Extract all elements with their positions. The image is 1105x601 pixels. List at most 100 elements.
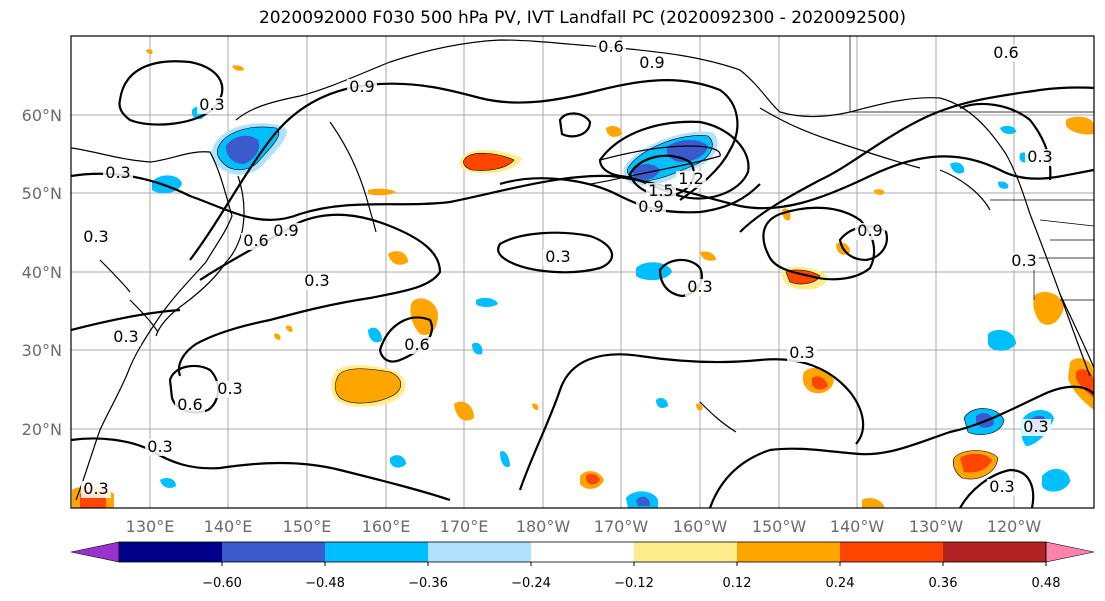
- us-state-borders-2: [1039, 219, 1094, 241]
- longitude-label: 170°E: [440, 517, 489, 536]
- contour-label: 0.6: [598, 37, 623, 56]
- kamchatka: [329, 121, 377, 233]
- colorbar-tick-label: 0.48: [1032, 576, 1061, 591]
- negative-anomaly-blob: [472, 342, 483, 355]
- negative-anomaly-blob: [656, 398, 668, 408]
- colorbar-segment: [428, 542, 532, 562]
- contour-label: 0.9: [638, 197, 663, 216]
- contour-label: 0.3: [83, 227, 108, 246]
- contour-label: 0.3: [545, 247, 570, 266]
- colorbar-segment: [119, 542, 223, 562]
- latitude-labels: 60°N 50°N 40°N 30°N 20°N: [22, 106, 62, 439]
- positive-anomaly-blob: [146, 49, 153, 54]
- political-borders: [849, 36, 1094, 301]
- alaska-canada-border: [849, 36, 1094, 113]
- colorbar-tick-label: −0.36: [408, 576, 448, 591]
- positive-anomaly-blob: [368, 188, 396, 196]
- colorbar-segment: [634, 542, 738, 562]
- negative-anomaly-blob: [476, 297, 498, 307]
- positive-anomaly-blob: [388, 251, 408, 265]
- north-pacific-rim: [235, 39, 1091, 377]
- japan-north: [225, 175, 245, 263]
- contour-label: 1.2: [678, 169, 703, 188]
- positive-anomaly-blob: [700, 251, 716, 261]
- longitude-label: 170°W: [594, 517, 649, 536]
- longitude-label: 150°E: [283, 517, 332, 536]
- positive-anomaly-kamchatka: [459, 150, 522, 174]
- colorbar-tick-label: 0.36: [929, 576, 958, 591]
- contour-1-2-loop: [598, 120, 750, 200]
- positive-anomaly-blob: [874, 189, 885, 195]
- colorbar-tick-label: 0.24: [826, 576, 855, 591]
- positive-anomaly-blob: [274, 333, 281, 340]
- positive-anomaly-blob: [960, 453, 992, 473]
- contour-small-loop: [558, 112, 592, 138]
- colorbar-segment: [531, 542, 635, 562]
- coastlines: [71, 39, 1094, 501]
- colorbar-tick-label: −0.12: [614, 576, 654, 591]
- contour-0-3-loop-central: [497, 231, 614, 274]
- contour-label: 0.6: [404, 335, 429, 354]
- positive-anomaly-blob: [696, 403, 703, 411]
- positive-anomaly-blob: [1066, 116, 1094, 135]
- positive-anomaly-blob: [812, 376, 828, 390]
- contour-0-6-west: [71, 308, 181, 332]
- contour-label: 0.3: [989, 477, 1014, 496]
- colorbar-tick-label: 0.12: [723, 576, 752, 591]
- negative-anomaly-blob: [390, 455, 406, 468]
- colorbar-segment: [222, 542, 326, 562]
- colorbar-tick-label: −0.60: [202, 576, 242, 591]
- contour-0-3-south: [518, 353, 865, 491]
- positive-anomaly-blob: [862, 498, 884, 508]
- asia-coastline: [71, 147, 233, 501]
- positive-anomaly-blob: [606, 126, 622, 137]
- positive-anomaly-blob: [335, 368, 401, 404]
- contour-label: 0.3: [687, 277, 712, 296]
- contour-label: 0.3: [217, 379, 242, 398]
- contour-label: 0.6: [177, 395, 202, 414]
- longitude-label: 130°W: [909, 517, 964, 536]
- contour-label: 0.9: [273, 221, 298, 240]
- alaska-south: [759, 107, 921, 169]
- contour-label: 0.3: [1023, 417, 1048, 436]
- longitude-labels: 130°E 140°E 150°E 160°E 170°E 180°W 170°W 160°W…: [126, 517, 1042, 536]
- contour-0-3-sw: [71, 437, 451, 502]
- negative-anomaly-blob: [998, 181, 1009, 189]
- plot-frame: [70, 35, 1095, 509]
- contour-loop-east: [762, 206, 876, 281]
- contour-labels: 0.6 0.9 0.6 0.3 0.9 0.3 0.3 0.3 0.9 0.6 0.3 0.6 0.3 0…: [81, 37, 1055, 498]
- contour-label: 0.3: [199, 95, 224, 114]
- colorbar-segment: [325, 542, 429, 562]
- contour-label: 0.9: [639, 53, 664, 72]
- contour-label: 1.5: [648, 181, 673, 200]
- negative-anomaly-blob: [1042, 468, 1070, 492]
- longitude-label: 160°E: [362, 517, 411, 536]
- contour-0-3-mid: [177, 213, 442, 377]
- positive-anomaly-blob: [454, 401, 474, 421]
- latitude-label: 20°N: [22, 420, 62, 439]
- contour-label: 0.6: [243, 231, 268, 250]
- contour-label: 0.3: [83, 479, 108, 498]
- colorbar-segment: [737, 542, 841, 562]
- latitude-label: 60°N: [22, 106, 62, 125]
- longitude-label: 180°W: [516, 517, 571, 536]
- positive-anomaly-blob: [286, 325, 293, 332]
- contour-label: 0.3: [1011, 251, 1036, 270]
- contour-0-3-southeast: [708, 385, 1094, 508]
- positive-anomaly-blob: [586, 473, 600, 485]
- negative-anomaly-kamchatka-west: [211, 123, 287, 175]
- colorbar-tick-label: −0.24: [511, 576, 551, 591]
- negative-anomaly-blob: [636, 496, 650, 506]
- contour-label: 0.6: [993, 43, 1018, 62]
- contour-label: 0.3: [789, 343, 814, 362]
- longitude-label: 120°W: [987, 517, 1042, 536]
- negative-anomaly-blob: [368, 327, 382, 343]
- longitude-label: 150°W: [752, 517, 807, 536]
- negative-anomaly-blob: [500, 450, 510, 468]
- positive-anomaly-blob: [532, 403, 539, 410]
- colorbar: −0.60 −0.48 −0.36 −0.24 −0.12 0.12 0.24 0.36 0.4…: [70, 541, 1095, 591]
- negative-anomaly-blob: [988, 329, 1016, 351]
- bc-coast: [939, 169, 991, 211]
- latitude-label: 30°N: [22, 341, 62, 360]
- positive-anomaly-blob: [232, 65, 244, 71]
